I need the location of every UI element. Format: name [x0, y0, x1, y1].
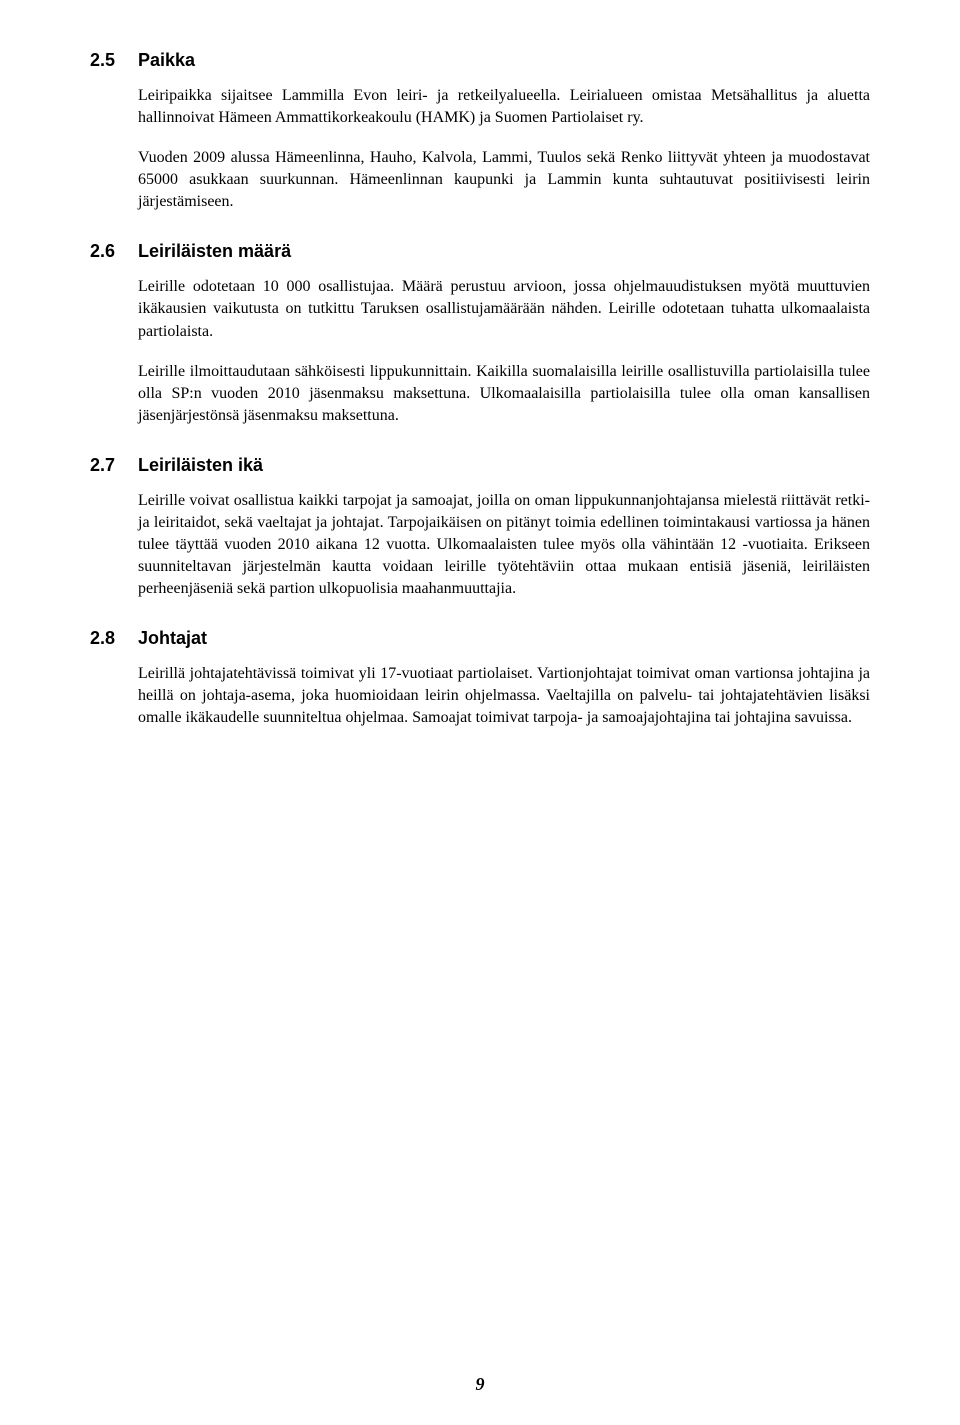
section-title: Leiriläisten ikä: [138, 455, 263, 476]
paragraph: Leirille voivat osallistua kaikki tarpoj…: [138, 490, 870, 600]
page-number: 9: [0, 1374, 960, 1395]
section-title: Paikka: [138, 50, 195, 71]
section-title: Leiriläisten määrä: [138, 241, 291, 262]
document-page: 2.5 Paikka Leiripaikka sijaitsee Lammill…: [0, 0, 960, 1425]
section-body: Leirille odotetaan 10 000 osallistujaa. …: [138, 276, 870, 426]
section-number: 2.6: [90, 241, 138, 262]
section-number: 2.8: [90, 628, 138, 649]
paragraph: Leiripaikka sijaitsee Lammilla Evon leir…: [138, 85, 870, 129]
paragraph: Leirille ilmoittaudutaan sähköisesti lip…: [138, 361, 870, 427]
paragraph: Leirillä johtajatehtävissä toimivat yli …: [138, 663, 870, 729]
section-heading-row: 2.5 Paikka: [90, 50, 870, 71]
section-number: 2.7: [90, 455, 138, 476]
section-title: Johtajat: [138, 628, 207, 649]
section-heading-row: 2.6 Leiriläisten määrä: [90, 241, 870, 262]
section-heading-row: 2.7 Leiriläisten ikä: [90, 455, 870, 476]
section-body: Leirille voivat osallistua kaikki tarpoj…: [138, 490, 870, 600]
paragraph: Leirille odotetaan 10 000 osallistujaa. …: [138, 276, 870, 342]
section-number: 2.5: [90, 50, 138, 71]
section-heading-row: 2.8 Johtajat: [90, 628, 870, 649]
section-body: Leirillä johtajatehtävissä toimivat yli …: [138, 663, 870, 729]
section-body: Leiripaikka sijaitsee Lammilla Evon leir…: [138, 85, 870, 213]
paragraph: Vuoden 2009 alussa Hämeenlinna, Hauho, K…: [138, 147, 870, 213]
